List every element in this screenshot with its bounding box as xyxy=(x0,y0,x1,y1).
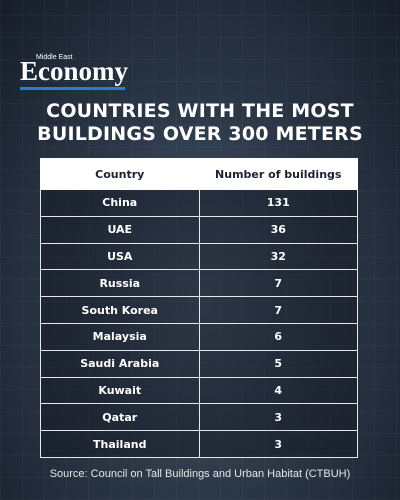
logo-text: Economy xyxy=(20,56,128,86)
count-cell: 5 xyxy=(198,349,358,378)
count-cell: 7 xyxy=(198,296,358,324)
country-cell: Russia xyxy=(40,269,200,298)
title-line: COUNTRIES WITH THE MOST xyxy=(46,100,354,122)
title-line: BUILDINGS OVER 300 METERS xyxy=(37,123,363,145)
table-row: USA 32 xyxy=(40,242,358,271)
logo-small: Middle East xyxy=(36,54,73,61)
country-cell: China xyxy=(40,189,200,217)
table-row: Kuwait 4 xyxy=(40,376,358,405)
country-cell: Malaysia xyxy=(40,322,200,351)
count-cell: 6 xyxy=(198,322,358,351)
table-row: UAE 36 xyxy=(40,215,358,244)
country-cell: South Korea xyxy=(40,296,200,324)
source: Source: Council on Tall Buildings and Ur… xyxy=(49,468,351,480)
logo-bar xyxy=(20,87,125,90)
country-cell: UAE xyxy=(40,215,200,244)
count-cell: 3 xyxy=(198,403,358,432)
title: COUNTRIES WITH THE MOST BUILDINGS OVER 3… xyxy=(0,100,400,146)
logo: Middle East Economy xyxy=(20,54,128,90)
count-cell: 131 xyxy=(198,189,358,217)
count-cell: 36 xyxy=(198,215,358,244)
column-header: Number of buildings xyxy=(198,158,358,190)
count-cell: 7 xyxy=(198,269,358,298)
country-cell: Thailand xyxy=(40,430,200,458)
table-row: Thailand 3 xyxy=(40,430,358,458)
table-row: Saudi Arabia 5 xyxy=(40,349,358,378)
table-body: China 131 UAE 36 USA 32 Russia 7 South Korea 7 Mal… xyxy=(40,189,358,458)
table-row: China 131 xyxy=(40,189,358,217)
country-cell: Qatar xyxy=(40,403,200,432)
table-row: South Korea 7 xyxy=(40,296,358,324)
country-cell: Kuwait xyxy=(40,376,200,405)
header-row: Country Number of buildings xyxy=(40,158,358,190)
column-header: Country xyxy=(40,158,200,190)
table-row: Qatar 3 xyxy=(40,403,358,432)
table: Country Number of buildings China 131 UAE 3… xyxy=(40,158,358,458)
count-cell: 4 xyxy=(198,376,358,405)
count-cell: 3 xyxy=(198,430,358,458)
table-row: Russia 7 xyxy=(40,269,358,298)
table-row: Malaysia 6 xyxy=(40,322,358,351)
count-cell: 32 xyxy=(198,242,358,271)
country-cell: Saudi Arabia xyxy=(40,349,200,378)
country-cell: USA xyxy=(40,242,200,271)
